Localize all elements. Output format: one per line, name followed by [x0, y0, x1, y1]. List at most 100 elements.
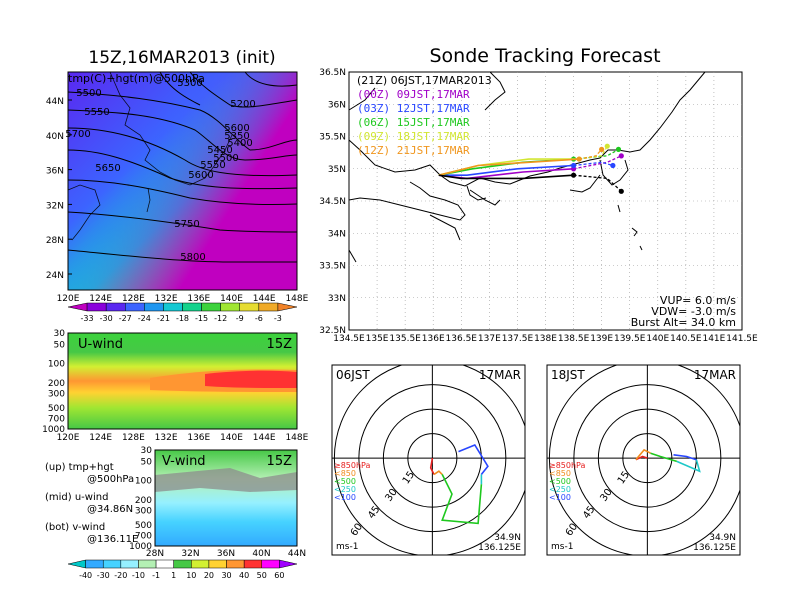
colorbar-swatch [155, 559, 174, 569]
hodograph-level-label: <250 [549, 485, 571, 494]
track-lat-tick: 32.5N [319, 326, 346, 336]
info-vup: VUP= 6.0 m/s [660, 294, 736, 307]
contour-label: 5400 [227, 138, 252, 149]
hodograph-level-label: <850 [334, 469, 356, 478]
legend-up-key: (up) tmp+hgt [45, 462, 114, 473]
colorbar-swatch [173, 559, 192, 569]
track-lon-tick: 134.5E [333, 334, 365, 344]
contour-label: 5650 [95, 163, 120, 174]
hodograph-level-label: <100 [334, 493, 356, 502]
hodograph-level-label: <500 [549, 477, 571, 486]
hodograph-trace [429, 457, 435, 475]
hodograph-frame [546, 364, 741, 556]
contour-labels: 5300520055005550560053505400545055005550… [65, 78, 255, 263]
hodograph-lat: 34.9N [709, 533, 736, 543]
landing-point [610, 162, 616, 169]
vwind-lat-tick: 32N [181, 549, 199, 559]
contour-label: 5450 [207, 145, 232, 156]
track-lon-tick: 136.5E [446, 334, 478, 344]
colorbar-label: 1 [171, 571, 176, 580]
sonde-tracks [438, 143, 624, 194]
hodograph-time: 06JST [336, 368, 370, 382]
vwind-missing [155, 468, 297, 492]
colorbar-swatch [67, 559, 86, 569]
colorbar-label: 20 [204, 571, 214, 580]
colorbar-swatch [102, 559, 122, 569]
upper-lon-tick: 120E [57, 294, 80, 304]
track-lon-tick: 139.5E [614, 334, 646, 344]
upper-lat-tick: 36N [46, 167, 64, 177]
hodograph-frame [331, 364, 526, 556]
colorbar-label: -33 [81, 314, 94, 323]
vwind-lat-tick: 28N [146, 549, 164, 559]
colorbar-label: -27 [119, 314, 132, 323]
colorbar-label: 40 [239, 571, 249, 580]
launch-09z: (09Z) 18JST,17MAR [357, 130, 470, 143]
hodograph-lat: 34.9N [494, 533, 521, 543]
upper-lon-tick: 144E [253, 294, 276, 304]
track-descent-line [573, 155, 622, 170]
hodograph-lon: 136.125E [693, 543, 736, 553]
info-vdw: VDW= -3.0 m/s [651, 305, 736, 318]
colorbar-label: -9 [236, 314, 244, 323]
burst-point [570, 162, 577, 169]
upper-lat-tick: 40N [46, 132, 64, 142]
hodograph-date: 17MAR [479, 368, 521, 382]
upper-lat-tick: 32N [46, 201, 64, 211]
upper-lat-tick: 44N [46, 97, 64, 107]
contour-label: 5500 [213, 153, 238, 164]
vwind-lat-tick: 36N [217, 549, 235, 559]
colorbar-swatch [144, 302, 164, 312]
track-lat-tick: 36.5N [319, 68, 346, 78]
track-lon-tick: 141.5E [726, 334, 758, 344]
launch-12z: (12Z) 21JST,17MAR [357, 144, 470, 157]
upper-lon-tick: 136E [187, 294, 210, 304]
colorbar-swatch [163, 302, 183, 312]
burst-point [570, 172, 577, 178]
pressure-tick: 50 [141, 458, 153, 468]
launch-03z: (03Z) 12JST,17MAR [357, 102, 470, 115]
colorbar-label: 30 [221, 571, 231, 580]
contour-label: 5600 [224, 123, 249, 134]
contour-label: 5550 [84, 107, 109, 118]
track-lon-tick: 137E [478, 334, 501, 344]
colorbar-swatch [191, 559, 210, 569]
contour-label: 5350 [224, 131, 249, 142]
pressure-tick: 100 [48, 360, 65, 370]
pressure-tick: 500 [48, 404, 65, 414]
upper-map-panel: tmp(C)+hgt(m)@500hPa 5300520055005550560… [46, 71, 309, 304]
uwind-lon-tick: 136E [187, 433, 210, 443]
track-lon-ticks: 134.5E 135E 135.5E 136E 136.5E 137E 137.5E 138E… [333, 334, 758, 344]
vwind-field [155, 450, 297, 546]
colorbar-label: 50 [257, 571, 267, 580]
colorbar-swatch [138, 559, 157, 569]
colorbar-label: -21 [157, 314, 170, 323]
pressure-tick: 200 [48, 379, 65, 389]
hodograph-trace [635, 448, 651, 461]
colorbar-label: 60 [274, 571, 284, 580]
uwind-frame [67, 332, 298, 430]
colorbar-swatch [105, 302, 126, 312]
track-lat-tick: 36N [328, 100, 346, 110]
vwind-time: 15Z [267, 454, 293, 469]
track-lon-tick: 136E [422, 334, 445, 344]
info-burst: Burst Alt= 34.0 km [631, 316, 736, 329]
track-lat-tick: 35.5N [319, 133, 346, 143]
colorbar-swatch [226, 559, 245, 569]
uwind-lon-tick: 144E [253, 433, 276, 443]
hodograph-trace [673, 454, 697, 461]
colorbar-label: -3 [274, 314, 282, 323]
hodograph-date: 17MAR [694, 368, 736, 382]
contour-label: 5300 [177, 78, 202, 89]
track-lat-tick: 33.5N [319, 262, 346, 272]
launch-00z: (00Z) 09JST,17MAR [357, 88, 470, 101]
contour-label: 5600 [188, 170, 213, 181]
wind-colorbar: -40 -30 -20 -10 -1 1 10 20 30 40 50 60 [67, 559, 298, 580]
burst-point [576, 156, 582, 162]
upper-lon-tick: 132E [155, 294, 178, 304]
uwind-lon-tick: 148E [285, 433, 308, 443]
colorbar-label: -1 [152, 571, 160, 580]
